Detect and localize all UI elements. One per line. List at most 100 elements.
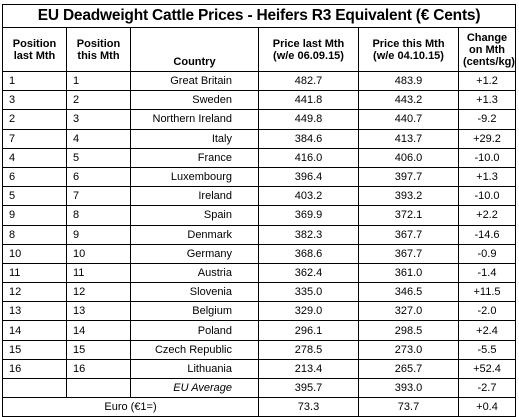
cell-position-last: 13 — [2, 301, 67, 322]
table-row: 3 2 Sweden 441.8 443.2 +1.3 — [2, 90, 516, 111]
cell-country: Ireland — [130, 186, 259, 207]
cell-price-this: 361.0 — [358, 262, 459, 284]
eu-average-change: -2.7 — [458, 377, 516, 399]
eu-average-label: EU Average — [130, 377, 259, 399]
cell-price-last: 416.0 — [258, 147, 359, 168]
cell-price-this: 265.7 — [358, 358, 459, 380]
cell-position-this: 3 — [66, 109, 131, 130]
cell-change: -0.9 — [458, 243, 516, 264]
cell-position-this: 9 — [66, 224, 131, 245]
table-row: 4 5 France 416.0 406.0 -10.0 — [2, 147, 516, 168]
header-change: Change on Mth (cents/kg) — [458, 27, 516, 72]
cell-change: +2.4 — [458, 320, 516, 341]
cell-position-this: 8 — [66, 205, 131, 226]
euro-rate-change: +0.4 — [458, 397, 516, 417]
eu-average-row: EU Average 395.7 393.0 -2.7 — [2, 377, 516, 399]
cell-country: Germany — [130, 243, 259, 264]
cell-change: -5.5 — [458, 339, 516, 360]
cell-position-this: 5 — [66, 147, 131, 168]
table-row: 11 11 Austria 362.4 361.0 -1.4 — [2, 262, 516, 284]
cell-position-this: 1 — [66, 70, 131, 92]
cell-change: -14.6 — [458, 224, 516, 245]
cell-country: France — [130, 147, 259, 168]
cell-change: +1.3 — [458, 90, 516, 111]
cell-position-this: 6 — [66, 166, 131, 188]
cell-country: Slovenia — [130, 282, 259, 303]
cell-price-this: 483.9 — [358, 70, 459, 92]
cell-position-last: 1 — [2, 70, 67, 92]
header-country: Country — [130, 27, 259, 72]
cell-country: Lithuania — [130, 358, 259, 380]
header-price-this: Price this Mth (w/e 04.10.15) — [358, 27, 459, 72]
cell-change: +1.2 — [458, 70, 516, 92]
table-row: 2 3 Northern Ireland 449.8 440.7 -9.2 — [2, 109, 516, 130]
cell-price-last: 362.4 — [258, 262, 359, 284]
table-row: 12 12 Slovenia 335.0 346.5 +11.5 — [2, 282, 516, 303]
cell-position-last: 7 — [2, 128, 67, 149]
cell-change: -10.0 — [458, 147, 516, 168]
cell-price-this: 393.2 — [358, 186, 459, 207]
header-position-last: Position last Mth — [2, 27, 67, 72]
cell-change: -9.2 — [458, 109, 516, 130]
cell-price-last: 368.6 — [258, 243, 359, 264]
cell-position-last: 9 — [2, 205, 67, 226]
cell-price-last: 382.3 — [258, 224, 359, 245]
cell-change: +52.4 — [458, 358, 516, 380]
cell-price-this: 413.7 — [358, 128, 459, 149]
cell-change: -10.0 — [458, 186, 516, 207]
table-row: 1 1 Great Britain 482.7 483.9 +1.2 — [2, 70, 516, 92]
cell-change: -2.0 — [458, 301, 516, 322]
table-row: 10 10 Germany 368.6 367.7 -0.9 — [2, 243, 516, 264]
euro-rate-label: Euro (€1=) — [2, 397, 259, 417]
cell-price-this: 372.1 — [358, 205, 459, 226]
cell-position-last: 4 — [2, 147, 67, 168]
cell-position-this: 13 — [66, 301, 131, 322]
cell-change: -1.4 — [458, 262, 516, 284]
cell-price-last: 278.5 — [258, 339, 359, 360]
table-row: 8 9 Denmark 382.3 367.7 -14.6 — [2, 224, 516, 245]
cell-price-this: 397.7 — [358, 166, 459, 188]
cell-position-this: 2 — [66, 90, 131, 111]
header-row: Position last Mth Position this Mth Coun… — [2, 27, 516, 72]
cell-country: Great Britain — [130, 70, 259, 92]
table-row: 15 15 Czech Republic 278.5 273.0 -5.5 — [2, 339, 516, 360]
cell-position-last: 6 — [2, 166, 67, 188]
cell-price-last: 335.0 — [258, 282, 359, 303]
euro-rate-price-last: 73.3 — [258, 397, 359, 417]
cell-country: Austria — [130, 262, 259, 284]
cell-position-this: 16 — [66, 358, 131, 380]
cell-position-this: 15 — [66, 339, 131, 360]
cell-price-this: 440.7 — [358, 109, 459, 130]
cell-country: Northern Ireland — [130, 109, 259, 130]
cell-position-last: 2 — [2, 109, 67, 130]
cell-change: +2.2 — [458, 205, 516, 226]
cell-position-this: 12 — [66, 282, 131, 303]
cell-country: Czech Republic — [130, 339, 259, 360]
cell-price-last: 329.0 — [258, 301, 359, 322]
cell-price-this: 298.5 — [358, 320, 459, 341]
cell-price-this: 443.2 — [358, 90, 459, 111]
eu-average-pos-this — [66, 377, 131, 399]
cell-country: Sweden — [130, 90, 259, 111]
cell-country: Luxembourg — [130, 166, 259, 188]
table-row: 16 16 Lithuania 213.4 265.7 +52.4 — [2, 358, 516, 380]
cell-position-last: 5 — [2, 186, 67, 207]
cell-position-last: 14 — [2, 320, 67, 341]
cell-position-this: 11 — [66, 262, 131, 284]
cell-position-last: 12 — [2, 282, 67, 303]
cell-price-last: 449.8 — [258, 109, 359, 130]
euro-rate-row: Euro (€1=) 73.3 73.7 +0.4 — [2, 397, 516, 417]
cell-price-this: 273.0 — [358, 339, 459, 360]
header-price-last: Price last Mth (w/e 06.09.15) — [258, 27, 359, 72]
cell-price-last: 403.2 — [258, 186, 359, 207]
price-table: EU Deadweight Cattle Prices - Heifers R3… — [2, 4, 516, 417]
cell-position-last: 3 — [2, 90, 67, 111]
cell-price-last: 482.7 — [258, 70, 359, 92]
cell-price-this: 367.7 — [358, 224, 459, 245]
cell-position-last: 10 — [2, 243, 67, 264]
cell-price-this: 327.0 — [358, 301, 459, 322]
cell-position-last: 8 — [2, 224, 67, 245]
table-row: 5 7 Ireland 403.2 393.2 -10.0 — [2, 186, 516, 207]
cell-country: Spain — [130, 205, 259, 226]
cell-country: Italy — [130, 128, 259, 149]
